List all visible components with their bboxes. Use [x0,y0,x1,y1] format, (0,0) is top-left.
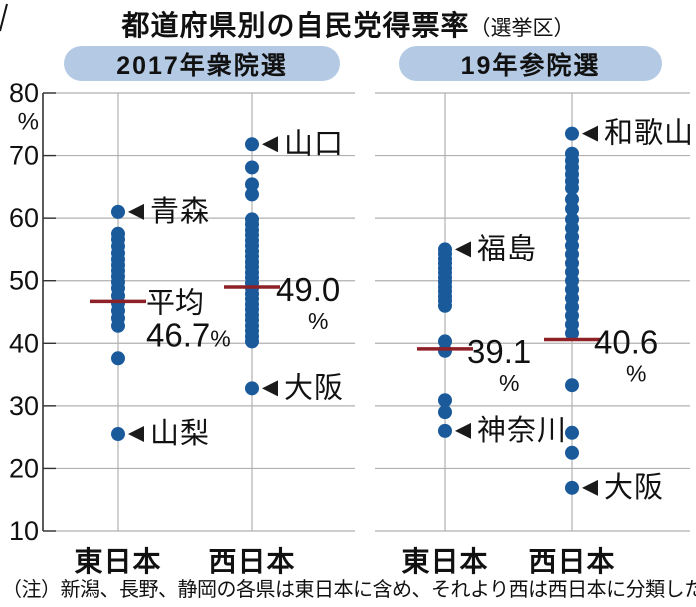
annotation-arrow-icon [128,203,144,220]
y-tick-label: 30 [9,391,39,421]
mean-unit-label: % [308,308,328,334]
annotation-label: 青森 [150,195,210,228]
annotation-arrow-icon [455,422,471,439]
footnote: （注）新潟、長野、静岡の各県は東日本に含め、それより西は西日本に分類した [2,579,696,601]
y-axis-unit: % [18,109,39,136]
data-point [565,201,579,216]
data-point [438,423,452,438]
panel-badge-2019-sanginsen: 19年参院選 [399,46,662,81]
y-tick-label: 60 [9,203,39,233]
data-point [111,204,125,219]
data-point [245,177,259,192]
data-point [245,160,259,175]
y-tick-label: 80 [9,78,39,108]
annotation-label: 和歌山 [604,117,694,150]
mean-value-label: 40.6 [594,324,658,361]
data-point [111,351,125,366]
data-point [438,343,452,358]
y-tick-label: 70 [9,141,39,171]
data-point [565,445,579,460]
data-point [565,326,579,341]
data-point [438,298,452,313]
mean-value-label: 46.7% [146,316,231,353]
mean-value-label: 39.1 [467,333,531,370]
annotation-arrow-icon [262,380,278,397]
category-label: 東日本 [74,546,161,577]
category-label: 西日本 [528,546,615,577]
annotation-label: 福島 [477,232,537,265]
annotation-arrow-icon [582,479,598,496]
mean-unit-label: % [626,361,646,387]
chart-title-suffix: （選挙区） [469,17,575,40]
y-tick-label: 20 [9,453,39,483]
annotation-label: 神奈川 [477,414,567,447]
data-point [565,480,579,495]
data-point [245,187,259,202]
mean-prefix-label: 平均 [146,286,204,319]
page-crop-artifact [0,3,8,32]
annotation-label: 山口 [284,128,344,160]
data-point [111,318,125,333]
annotation-arrow-icon [582,125,598,142]
data-point [245,381,259,396]
data-point [565,181,579,196]
data-point [438,393,452,408]
data-point [245,334,259,349]
annotation-label: 山梨 [150,417,210,450]
y-tick-label: 40 [9,328,39,358]
chart-title: 都道府県別の自民党得票率（選挙区） [0,4,696,44]
annotation-arrow-icon [262,136,278,153]
mean-unit-label: % [499,370,519,396]
annotation-arrow-icon [455,241,471,258]
data-point [111,427,125,442]
annotation-label: 大阪 [284,371,344,404]
panel-badge-2017-shuinsen: 2017年衆院選 [64,46,340,81]
y-tick-label: 10 [9,516,39,546]
y-tick-label: 50 [9,266,39,296]
category-label: 東日本 [401,546,488,577]
annotation-arrow-icon [128,426,144,443]
data-point [565,126,579,141]
annotation-label: 大阪 [604,471,664,504]
data-point [565,425,579,440]
category-label: 西日本 [208,546,295,577]
chart-title-main: 都道府県別の自民党得票率 [121,10,470,41]
data-point [438,405,452,420]
mean-value-label: 49.0 [276,271,340,308]
data-point [245,137,259,152]
data-point [565,378,579,393]
